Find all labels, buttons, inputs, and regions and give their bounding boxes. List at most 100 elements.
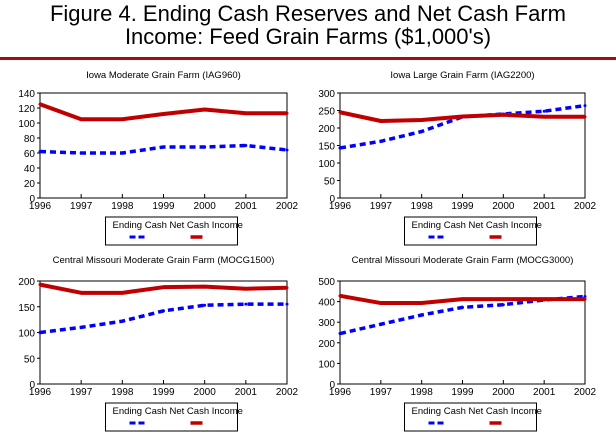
data-point-ending-cash	[542, 109, 546, 113]
data-point-ending-cash	[379, 139, 383, 143]
data-point-ending-cash	[285, 302, 289, 306]
x-tick-label: 2000	[492, 201, 515, 212]
data-point-ending-cash	[338, 332, 342, 336]
data-point-net-cash-income	[461, 297, 464, 301]
legend-box	[105, 402, 238, 432]
legend-box	[404, 402, 537, 432]
legend-label-net-cash-income: Net Cash Income	[170, 406, 243, 417]
plot-area-frame	[339, 92, 586, 199]
x-tick-label: 1996	[329, 387, 352, 398]
legend-label-ending-cash: Ending Cash	[113, 220, 167, 231]
chart-title: Central Missouri Moderate Grain Farm (MO…	[53, 255, 275, 266]
chart-panel-missouri-1500: Central Missouri Moderate Grain Farm (MO…	[18, 255, 299, 432]
y-tick-label: 40	[24, 164, 36, 175]
x-tick-label: 1999	[451, 201, 474, 212]
data-point-net-cash-income	[285, 286, 289, 290]
data-point-net-cash-income	[79, 117, 83, 121]
y-tick-label: 100	[18, 329, 35, 340]
y-tick-label: 120	[18, 104, 35, 115]
x-tick-label: 1997	[70, 387, 93, 398]
chart-panel-iowa-large: Iowa Large Grain Farm (IAG2200) 0 50 100 150…	[318, 70, 597, 246]
data-point-net-cash-income	[420, 118, 424, 122]
data-point-net-cash-income	[203, 285, 207, 289]
data-point-ending-cash	[420, 313, 424, 317]
x-tick-label: 2002	[574, 201, 597, 212]
data-point-net-cash-income	[244, 287, 248, 291]
series-line-net-cash-income	[39, 102, 287, 122]
y-tick-label: 100	[18, 119, 35, 130]
data-point-ending-cash	[379, 322, 383, 326]
data-point-net-cash-income	[501, 297, 505, 301]
data-point-ending-cash	[338, 146, 342, 150]
data-point-net-cash-income	[285, 111, 289, 115]
legend-label-ending-cash: Ending Cash	[412, 406, 466, 417]
data-point-net-cash-income	[203, 108, 207, 111]
y-tick-label: 200	[18, 277, 35, 288]
chart-panel-missouri-3000: Central Missouri Moderate Grain Farm (MO…	[318, 255, 597, 432]
series-line-ending-cash	[339, 103, 586, 150]
x-tick-label: 2002	[276, 387, 299, 398]
y-tick-label: 200	[318, 124, 335, 135]
x-tick-label: 1996	[29, 387, 52, 398]
data-point-ending-cash	[501, 303, 505, 307]
data-point-net-cash-income	[79, 291, 83, 295]
x-tick-label: 1999	[152, 201, 175, 212]
data-point-ending-cash	[461, 305, 464, 309]
data-point-net-cash-income	[162, 112, 165, 116]
data-point-net-cash-income	[244, 111, 248, 115]
y-tick-label: 0	[29, 380, 35, 391]
data-point-ending-cash	[162, 309, 165, 313]
y-tick-label: 500	[318, 277, 335, 288]
x-tick-label: 2001	[235, 387, 258, 398]
data-point-net-cash-income	[379, 301, 383, 305]
x-tick-label: 2001	[533, 387, 556, 398]
y-tick-label: 0	[29, 194, 35, 205]
y-tick-label: 60	[24, 149, 36, 160]
data-point-ending-cash	[203, 303, 207, 307]
x-tick-label: 1999	[152, 387, 175, 398]
y-tick-label: 80	[24, 134, 36, 145]
x-tick-label: 2001	[235, 201, 258, 212]
legend-box	[105, 216, 238, 246]
data-point-ending-cash	[244, 302, 248, 306]
x-tick-label: 2002	[574, 387, 597, 398]
figure-title-line-1: Figure 4. Ending Cash Reserves and Net C…	[49, 1, 566, 26]
figure-title: Figure 4. Ending Cash Reserves and Net C…	[0, 2, 616, 48]
y-tick-label: 0	[329, 194, 335, 205]
x-tick-label: 2002	[276, 201, 299, 212]
series-line-ending-cash	[39, 302, 287, 335]
data-point-ending-cash	[79, 151, 83, 155]
data-point-net-cash-income	[461, 114, 464, 118]
y-tick-label: 100	[318, 159, 335, 170]
x-tick-label: 2001	[533, 201, 556, 212]
data-point-net-cash-income	[120, 291, 124, 295]
data-point-ending-cash	[244, 144, 248, 147]
y-tick-label: 150	[18, 303, 35, 314]
x-tick-label: 1997	[70, 201, 93, 212]
plot-area-frame	[339, 280, 586, 385]
x-tick-label: 1998	[111, 387, 134, 398]
x-tick-label: 2000	[194, 387, 217, 398]
data-point-ending-cash	[79, 325, 83, 329]
legend-label-net-cash-income: Net Cash Income	[170, 220, 243, 231]
y-tick-label: 0	[329, 380, 335, 391]
chart-legend: Ending Cash Net Cash Income	[105, 216, 243, 246]
data-point-ending-cash	[203, 145, 207, 149]
chart-title: Iowa Large Grain Farm (IAG2200)	[390, 70, 534, 81]
data-point-ending-cash	[38, 150, 42, 153]
data-point-net-cash-income	[120, 117, 124, 121]
y-tick-label: 300	[318, 318, 335, 329]
chart-legend: Ending Cash Net Cash Income	[404, 216, 542, 246]
chart-legend: Ending Cash Net Cash Income	[105, 402, 243, 432]
legend-label-net-cash-income: Net Cash Income	[469, 406, 542, 417]
chart-legend: Ending Cash Net Cash Income	[404, 402, 542, 432]
plot-area-frame	[39, 280, 288, 385]
data-point-ending-cash	[120, 151, 124, 155]
x-tick-label: 1999	[451, 387, 474, 398]
y-tick-label: 250	[318, 107, 335, 118]
title-divider-rule	[0, 57, 616, 60]
data-point-net-cash-income	[162, 285, 165, 289]
data-point-ending-cash	[162, 145, 165, 149]
x-tick-label: 1998	[411, 201, 434, 212]
data-point-ending-cash	[120, 319, 124, 323]
